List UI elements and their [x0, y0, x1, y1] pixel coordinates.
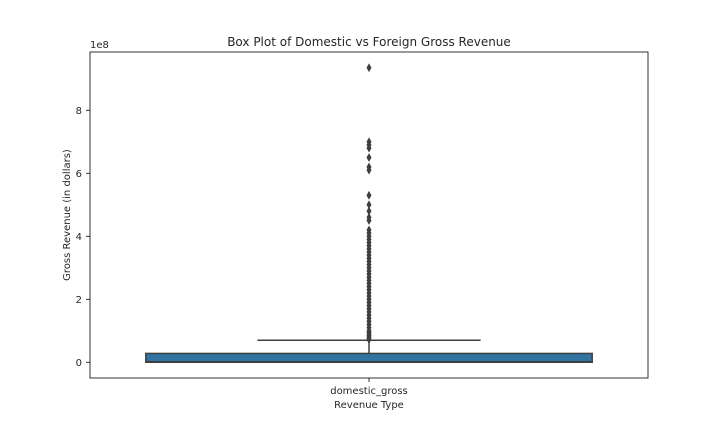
y-tick-label: 2	[76, 295, 82, 306]
x-axis-ticks: domestic_gross	[330, 378, 408, 397]
outlier-point	[366, 335, 372, 345]
y-tick-label: 0	[76, 358, 82, 369]
y-tick-label: 8	[76, 106, 82, 117]
chart-title: Box Plot of Domestic vs Foreign Gross Re…	[227, 35, 511, 49]
outlier-point	[366, 143, 372, 153]
outlier-point	[366, 165, 372, 175]
y-axis-offset-label: 1e8	[90, 40, 109, 51]
outlier-point	[366, 153, 372, 163]
x-axis-label: Revenue Type	[334, 400, 404, 411]
outlier-point	[366, 216, 372, 226]
outlier-point	[366, 190, 372, 200]
outlier-point	[366, 63, 372, 73]
y-tick-label: 6	[76, 169, 82, 180]
y-axis-ticks: 0 2 4 6 8	[76, 106, 90, 369]
y-tick-label: 4	[76, 232, 82, 243]
x-tick-label: domestic_gross	[330, 386, 408, 397]
y-axis-label: Gross Revenue (in dollars)	[62, 149, 73, 281]
outlier-points	[366, 63, 372, 345]
boxplot-group	[145, 339, 593, 364]
box-iqr	[145, 352, 593, 364]
